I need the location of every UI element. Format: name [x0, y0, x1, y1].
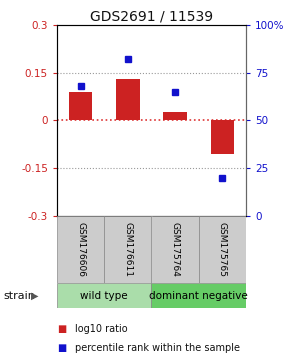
- Bar: [116, 79, 140, 120]
- Text: GSM176611: GSM176611: [123, 222, 132, 277]
- Text: dominant negative: dominant negative: [149, 291, 248, 301]
- Text: log10 ratio: log10 ratio: [75, 324, 128, 334]
- Text: GSM176606: GSM176606: [76, 222, 85, 277]
- Text: wild type: wild type: [80, 291, 128, 301]
- Bar: [57, 283, 152, 308]
- Text: GSM175765: GSM175765: [218, 222, 227, 277]
- Title: GDS2691 / 11539: GDS2691 / 11539: [90, 10, 213, 24]
- Bar: [163, 113, 187, 120]
- Bar: [104, 216, 152, 283]
- Text: percentile rank within the sample: percentile rank within the sample: [75, 343, 240, 353]
- Text: GSM175764: GSM175764: [171, 222, 180, 277]
- Text: ■: ■: [57, 324, 66, 334]
- Bar: [57, 216, 104, 283]
- Bar: [211, 120, 234, 154]
- Text: ■: ■: [57, 343, 66, 353]
- Bar: [152, 216, 199, 283]
- Text: ▶: ▶: [31, 291, 38, 301]
- Bar: [152, 283, 246, 308]
- Text: strain: strain: [3, 291, 35, 301]
- Bar: [199, 216, 246, 283]
- Bar: [69, 92, 92, 120]
